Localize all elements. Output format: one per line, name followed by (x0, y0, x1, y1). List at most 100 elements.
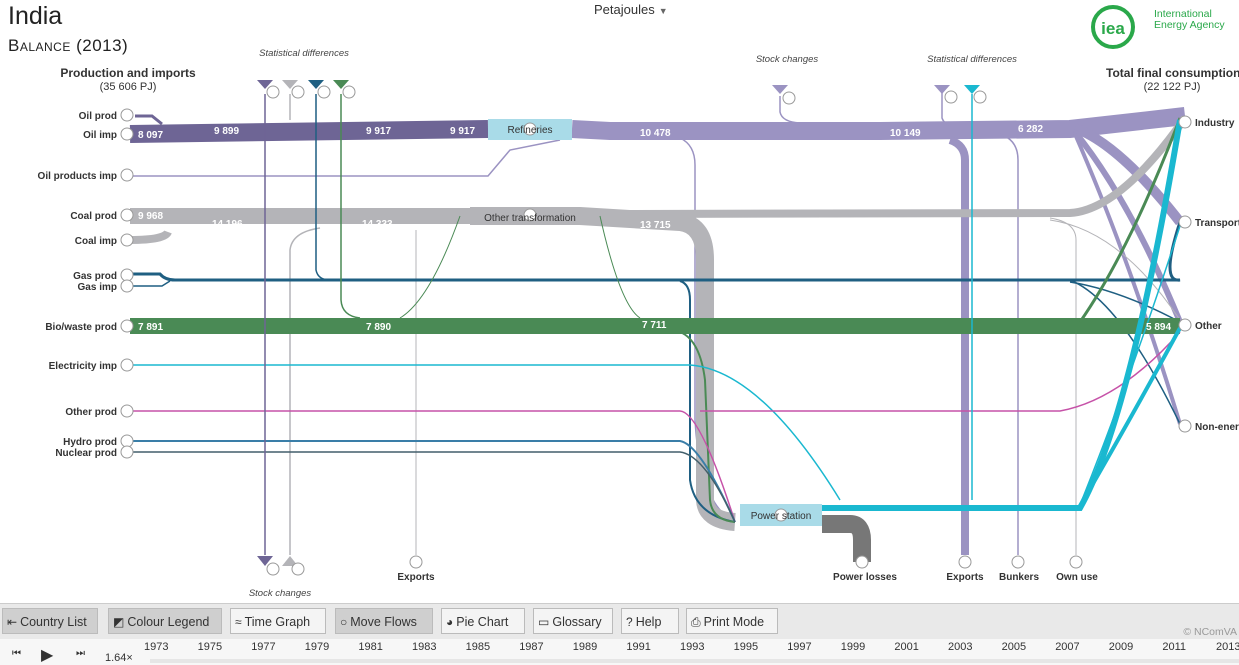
year-1991[interactable]: 1991 (626, 641, 651, 653)
flow-coal-own-use[interactable] (1049, 217, 1077, 555)
stat-diff-elec-marker[interactable] (964, 85, 980, 94)
year-2005[interactable]: 2005 (1001, 641, 1027, 653)
node-stat-diff-oilp[interactable] (944, 90, 958, 104)
unit-selector[interactable]: Petajoules ▼ (594, 2, 668, 17)
year-1979[interactable]: 1979 (304, 641, 330, 653)
flow-gas-to-nonenergy[interactable] (1069, 279, 1181, 425)
timeline-track[interactable] (150, 659, 1239, 663)
help-button[interactable]: ? Help (621, 608, 679, 634)
flow-oil-prod[interactable] (135, 114, 163, 126)
node-stat-diff-coal[interactable] (291, 85, 305, 99)
node-power-station[interactable] (774, 508, 788, 522)
flow-oil-to-other[interactable] (1072, 130, 1183, 324)
node-stat-diff-oil[interactable] (266, 85, 280, 99)
colour-legend-button[interactable]: ◩ Colour Legend (108, 608, 222, 634)
year-2003[interactable]: 2003 (948, 641, 973, 653)
year-1983[interactable]: 1983 (412, 641, 437, 653)
flow-gas-to-power[interactable] (679, 280, 736, 523)
stat-diff-oil-marker[interactable] (257, 80, 273, 89)
flow-coal-imp[interactable] (129, 229, 172, 244)
stat-diff-coal-marker[interactable] (282, 80, 298, 89)
node-electricity-imp[interactable] (120, 358, 134, 372)
flow-bio-to-other-trans[interactable] (399, 215, 461, 319)
flow-oil-to-bunkers[interactable] (999, 133, 1019, 555)
year-2009[interactable]: 2009 (1108, 641, 1134, 653)
year-1995[interactable]: 1995 (733, 641, 759, 653)
flow-bio-to-industry[interactable] (1078, 117, 1182, 323)
year-1987[interactable]: 1987 (519, 641, 544, 653)
flow-stat-diff-oilp[interactable] (941, 92, 953, 127)
flow-electricity-to-transport[interactable] (1079, 225, 1181, 506)
node-refineries[interactable] (523, 122, 537, 136)
stat-diff-oilp-marker[interactable] (934, 85, 950, 94)
node-power-losses[interactable] (855, 555, 869, 569)
year-2011[interactable]: 2011 (1162, 641, 1187, 653)
year-2001[interactable]: 2001 (894, 641, 919, 653)
node-stock-change-top[interactable] (782, 91, 796, 105)
node-other-prod[interactable] (120, 404, 134, 418)
year-1981[interactable]: 1981 (358, 641, 383, 653)
play-icon[interactable]: ▶ (41, 647, 54, 664)
year-1989[interactable]: 1989 (572, 641, 598, 653)
node-other-transformation[interactable] (523, 208, 537, 222)
playback-speed[interactable]: 1.64× (105, 652, 133, 664)
node-bunkers[interactable] (1011, 555, 1025, 569)
node-stock-change-coal[interactable] (291, 562, 305, 576)
pie-chart-button[interactable]: ◕ Pie Chart (441, 608, 525, 634)
node-stat-diff-gas[interactable] (317, 85, 331, 99)
year-2007[interactable]: 2007 (1055, 641, 1080, 653)
flow-oil-imp[interactable] (129, 120, 489, 143)
year-1973[interactable]: 1973 (144, 641, 169, 653)
node-oil-prod[interactable] (120, 108, 134, 122)
node-stat-diff-elec[interactable] (973, 90, 987, 104)
node-transport[interactable] (1178, 215, 1192, 229)
node-exports-2[interactable] (958, 555, 972, 569)
year-1975[interactable]: 1975 (197, 641, 223, 653)
skip-forward-icon[interactable]: ⏭ (76, 648, 85, 659)
glossary-button[interactable]: ▭ Glossary (533, 608, 613, 634)
node-stat-diff-bio[interactable] (342, 85, 356, 99)
year-2013[interactable]: 2013 (1216, 641, 1239, 653)
flow-gas-stat-diff[interactable] (315, 94, 331, 281)
time-graph-button[interactable]: ≈ Time Graph (230, 608, 326, 634)
print-mode-button[interactable]: ⎙ Print Mode (686, 608, 778, 634)
node-stock-change-oil[interactable] (266, 562, 280, 576)
node-own-use[interactable] (1069, 555, 1083, 569)
flow-electricity-to-other[interactable] (1078, 327, 1182, 508)
flow-power-losses[interactable] (822, 515, 871, 562)
flow-nuclear-prod[interactable] (132, 451, 736, 523)
node-nuclear-prod[interactable] (120, 445, 134, 459)
flow-oil-to-power[interactable] (679, 137, 736, 523)
country-list-button[interactable]: ⇤ Country List (2, 608, 98, 634)
flow-coal-stock[interactable] (289, 227, 321, 555)
flow-gas-imp[interactable] (132, 280, 171, 287)
year-1997[interactable]: 1997 (787, 641, 812, 653)
flow-gas-to-other[interactable] (1069, 281, 1181, 323)
node-industry[interactable] (1178, 115, 1192, 129)
node-oil-imp[interactable] (120, 127, 134, 141)
flow-oil-to-exports[interactable] (948, 136, 969, 555)
year-1977[interactable]: 1977 (251, 641, 276, 653)
flow-other-trans-to-bio[interactable] (599, 215, 641, 319)
stock-change-oil-marker[interactable] (257, 556, 273, 566)
node-other[interactable] (1178, 318, 1192, 332)
stock-change-oilp-marker[interactable] (772, 85, 788, 94)
node-gas-imp[interactable] (120, 279, 134, 293)
flow-oil-to-nonenergy[interactable] (1073, 133, 1182, 425)
flow-coal-to-industry[interactable] (609, 115, 1189, 218)
year-1999[interactable]: 1999 (840, 641, 866, 653)
node-oil-products-imp[interactable] (120, 168, 134, 182)
flow-other-to-other[interactable] (700, 331, 1181, 412)
flow-bio-to-power[interactable] (679, 331, 736, 523)
skip-back-icon[interactable]: ⏮ (12, 648, 21, 659)
flow-oil-products[interactable] (571, 107, 1187, 140)
node-biowaste-prod[interactable] (120, 319, 134, 333)
stat-diff-gas-marker[interactable] (308, 80, 324, 89)
stock-change-coal-marker[interactable] (282, 556, 298, 566)
year-1993[interactable]: 1993 (680, 641, 705, 653)
flow-electricity-imp[interactable] (132, 364, 841, 501)
node-exports-1[interactable] (409, 555, 423, 569)
year-1985[interactable]: 1985 (465, 641, 491, 653)
flow-electricity-out[interactable] (822, 119, 1183, 511)
flow-oil-stock-change[interactable] (779, 96, 801, 124)
